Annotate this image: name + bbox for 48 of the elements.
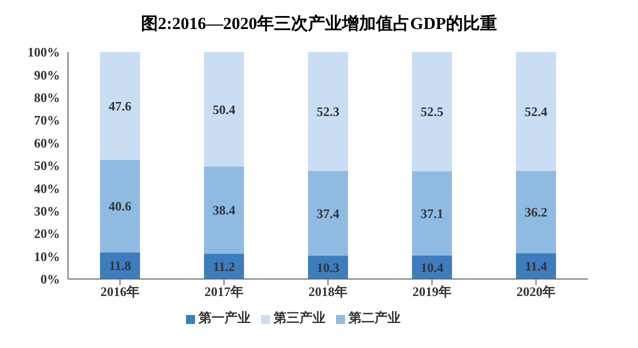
- data-label: 52.3: [316, 104, 340, 119]
- bar: [412, 171, 452, 256]
- bar: [100, 52, 140, 160]
- y-tick-label: 20%: [34, 226, 60, 242]
- y-tick-label: 100%: [28, 44, 60, 60]
- bar: [516, 52, 556, 171]
- bar: [100, 252, 140, 279]
- bar: [204, 254, 244, 279]
- y-tick-label: 10%: [34, 248, 60, 264]
- bar: [100, 160, 140, 252]
- y-tick-label: 60%: [34, 135, 60, 150]
- x-tick-label: 2018年: [308, 284, 348, 300]
- data-label: 47.6: [108, 98, 132, 114]
- x-tick-label: 2019年: [412, 284, 452, 300]
- data-label: 36.2: [524, 204, 548, 220]
- data-label: 37.1: [420, 206, 444, 221]
- data-label: 52.4: [524, 104, 548, 120]
- legend-label: 第一产业: [198, 310, 250, 325]
- x-tick-label: 2016年: [100, 284, 140, 300]
- y-tick-label: 50%: [34, 158, 60, 174]
- data-label: 37.4: [316, 206, 340, 221]
- data-label: 38.4: [212, 202, 236, 218]
- bar: [516, 253, 556, 279]
- y-tick-label: 80%: [34, 90, 60, 106]
- data-label: 11.8: [108, 258, 132, 274]
- data-label: 11.2: [212, 258, 236, 274]
- data-label: 52.5: [420, 104, 444, 120]
- y-tick-label: 40%: [34, 180, 60, 196]
- y-tick-label: 30%: [34, 204, 60, 219]
- bar: [516, 170, 556, 254]
- bar: [308, 52, 348, 171]
- y-tick-label: 90%: [34, 67, 60, 82]
- y-tick-label: 70%: [34, 112, 60, 128]
- data-label: 50.4: [212, 102, 236, 117]
- bar: [308, 170, 348, 256]
- legend-label: 第二产业: [348, 310, 400, 325]
- legend-label: 第三产业: [274, 310, 326, 325]
- data-label: 10.3: [316, 260, 340, 275]
- bar: [204, 52, 244, 166]
- x-tick-label: 2017年: [204, 284, 244, 300]
- y-tick-label: 0%: [40, 272, 60, 287]
- data-label: 11.4: [524, 258, 548, 274]
- bar: [204, 166, 244, 254]
- data-label: 40.6: [108, 198, 132, 214]
- bar: [412, 52, 452, 172]
- data-label: 10.4: [420, 260, 444, 275]
- chart-title: 图2:2016—2020年三次产业增加值占GDP的比重: [140, 13, 498, 35]
- x-tick-label: 2020年: [516, 284, 556, 300]
